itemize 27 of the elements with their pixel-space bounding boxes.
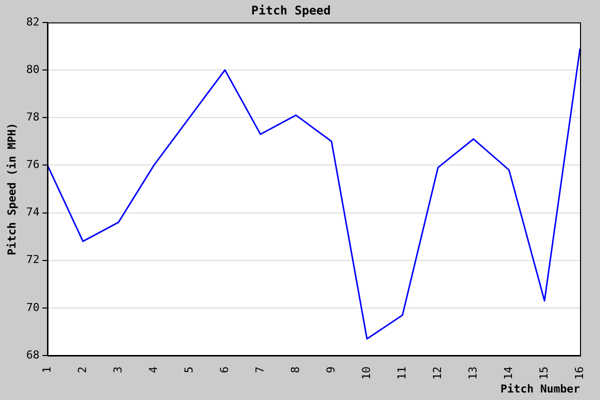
y-tick-label: 76 bbox=[26, 158, 40, 172]
y-tick-label: 80 bbox=[26, 62, 40, 76]
y-tick-label: 70 bbox=[26, 300, 40, 314]
x-tick-label: 9 bbox=[324, 366, 338, 374]
y-tick-label: 74 bbox=[26, 206, 40, 219]
x-tick-label: 8 bbox=[288, 366, 302, 374]
x-tick-label: 6 bbox=[218, 366, 231, 374]
x-axis-title: Pitch Number bbox=[500, 382, 580, 396]
x-tick-label: 5 bbox=[182, 366, 196, 374]
x-tick-label: 13 bbox=[466, 366, 480, 380]
x-tick-label: 12 bbox=[430, 366, 444, 380]
x-tick-label: 14 bbox=[502, 366, 515, 380]
x-tick-label: 16 bbox=[572, 366, 586, 380]
y-tick-label: 78 bbox=[26, 110, 40, 124]
x-tick-label: 10 bbox=[360, 366, 373, 380]
chart-title: Pitch Speed bbox=[251, 3, 331, 18]
y-tick-label: 82 bbox=[26, 15, 40, 28]
y-axis-title: Pitch Speed (in MPH) bbox=[5, 122, 18, 256]
x-tick-label: 7 bbox=[253, 366, 266, 374]
x-tick-label: 15 bbox=[537, 366, 550, 380]
y-tick-label: 68 bbox=[26, 348, 40, 362]
x-tick-label: 2 bbox=[76, 366, 89, 374]
x-tick-label: 11 bbox=[395, 366, 408, 380]
x-tick-label: 3 bbox=[111, 366, 124, 374]
x-tick-label: 4 bbox=[146, 366, 160, 374]
x-tick-label: 1 bbox=[40, 366, 54, 374]
y-tick-label: 72 bbox=[26, 253, 40, 266]
